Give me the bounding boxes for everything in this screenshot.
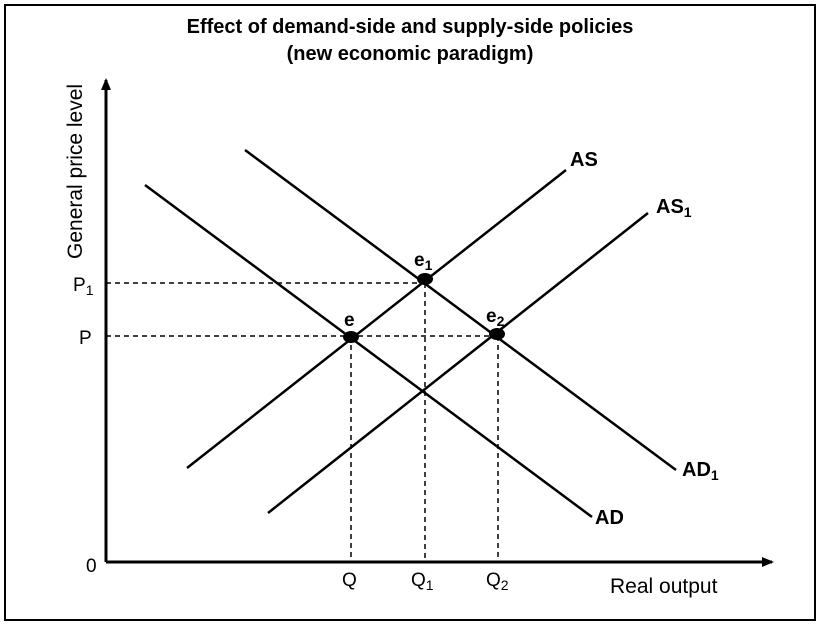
diagram-title-line2: (new economic paradigm) bbox=[287, 43, 534, 65]
q2-tick-label: Q2 bbox=[486, 570, 509, 593]
p-tick-label: P bbox=[79, 328, 92, 349]
ad1-curve bbox=[244, 148, 677, 472]
q-tick-label: Q bbox=[342, 570, 357, 591]
p1-tick-label: P1 bbox=[73, 275, 94, 298]
point-e2-label: e2 bbox=[486, 306, 505, 329]
point-e1-marker bbox=[417, 273, 433, 285]
as-label: AS bbox=[570, 149, 598, 171]
as1-label: AS1 bbox=[656, 196, 692, 220]
q1-tick-label: Q1 bbox=[411, 570, 434, 593]
x-axis-label: Real output bbox=[610, 575, 718, 598]
point-e2-marker bbox=[489, 328, 505, 340]
ad1-label: AD1 bbox=[682, 459, 719, 483]
as1-curve bbox=[267, 212, 649, 514]
point-e1-label: e1 bbox=[414, 250, 433, 273]
point-e-marker bbox=[343, 331, 359, 343]
diagram-frame bbox=[4, 4, 816, 621]
ad-label: AD bbox=[595, 507, 624, 529]
as-curve bbox=[186, 169, 567, 469]
diagram-title-line1: Effect of demand-side and supply-side po… bbox=[187, 16, 634, 38]
origin-label: 0 bbox=[86, 556, 97, 577]
point-e-label: e bbox=[344, 310, 355, 331]
ad-curve bbox=[144, 183, 593, 519]
y-axis-label: General price level bbox=[64, 84, 87, 259]
